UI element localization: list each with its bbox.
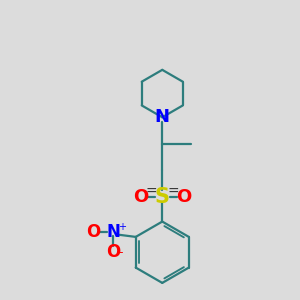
Text: O: O: [106, 243, 120, 261]
Text: O: O: [86, 223, 101, 241]
Text: -: -: [118, 245, 123, 259]
Text: S: S: [155, 187, 170, 207]
Text: O: O: [134, 188, 148, 206]
Text: =: =: [146, 185, 158, 199]
Text: +: +: [118, 223, 127, 232]
Text: =: =: [167, 185, 179, 199]
Text: N: N: [155, 108, 170, 126]
Text: N: N: [106, 223, 120, 241]
Text: O: O: [176, 188, 191, 206]
